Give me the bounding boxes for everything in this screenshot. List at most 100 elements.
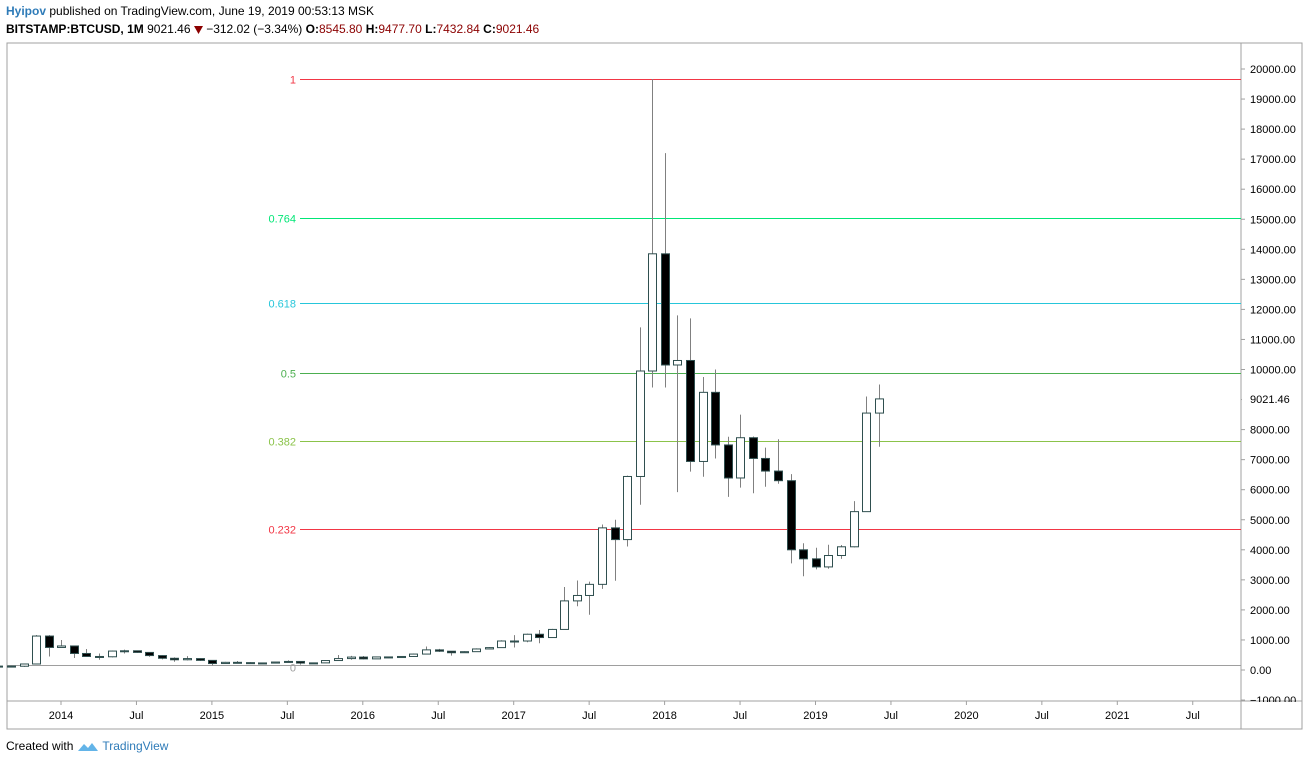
candle-body	[120, 650, 129, 653]
candle-body	[749, 437, 758, 459]
x-tick-label: 2018	[652, 710, 676, 722]
candle-2019-03	[837, 544, 846, 559]
candle-body	[799, 549, 808, 560]
y-tick-label: 8000.00	[1250, 425, 1290, 437]
x-tick-label: Jul	[431, 710, 445, 722]
candle-body	[686, 359, 695, 462]
candle-body	[774, 470, 783, 482]
candle-2016-03	[384, 656, 393, 659]
candle-body	[359, 656, 368, 660]
candle-body	[875, 398, 884, 414]
y-tick-label: 7000.00	[1250, 455, 1290, 467]
price-change: −312.02 (−3.34%)	[206, 22, 303, 36]
candle-2019-01	[812, 547, 821, 570]
candle-2017-11	[636, 327, 645, 505]
candle-2015-06	[271, 661, 280, 664]
x-tick-label: 2021	[1105, 710, 1129, 722]
candle-2014-08	[145, 651, 154, 657]
close-label: C:	[483, 22, 496, 36]
candle-2013-08	[0, 665, 3, 668]
candle-body	[485, 647, 494, 650]
candle-2018-12	[799, 543, 808, 577]
candle-2016-12	[497, 640, 506, 649]
y-tick-label: 16000.00	[1250, 184, 1296, 196]
candle-body	[45, 635, 54, 648]
candle-body	[7, 665, 16, 668]
open-value: 8545.80	[318, 22, 363, 36]
y-tick-label: 17000.00	[1250, 154, 1296, 166]
candle-body	[95, 655, 104, 658]
candle-2019-02	[824, 544, 833, 569]
candle-body	[20, 663, 29, 667]
candle-body	[636, 370, 645, 477]
candle-2017-03	[535, 630, 544, 644]
candle-body	[573, 594, 582, 602]
time-axis[interactable]: 2014 Jul 2015 Jul 2016 Jul 2017 Jul 2018 Jul 2019 J…	[49, 701, 1200, 722]
candle-body	[57, 645, 66, 648]
x-tick-label: Jul	[582, 710, 596, 722]
candle-2015-04	[246, 662, 255, 665]
candle-body	[673, 359, 682, 366]
candle-2017-02	[523, 633, 532, 643]
candle-body	[535, 633, 544, 639]
candle-2015-11	[334, 654, 343, 662]
candle-body	[0, 665, 3, 668]
candle-body	[284, 660, 293, 663]
fib-label-0: 0	[290, 663, 296, 675]
candle-2015-10	[321, 660, 330, 664]
candle-2018-08	[749, 436, 758, 494]
candle-2016-02	[372, 656, 381, 660]
candle-2014-07	[133, 650, 142, 653]
author-name[interactable]: Hyipov	[6, 4, 47, 18]
fib-label-0.618: 0.618	[268, 299, 296, 311]
candle-body	[523, 633, 532, 642]
candle-body	[497, 640, 506, 649]
candle-2017-07	[585, 581, 594, 615]
y-tick-label: 14000.00	[1250, 244, 1296, 256]
y-tick-label: 6000.00	[1250, 485, 1290, 497]
y-tick-label: 18000.00	[1250, 124, 1296, 136]
candle-2017-06	[573, 580, 582, 607]
candle-body	[183, 658, 192, 661]
candle-2015-05	[258, 662, 267, 665]
candle-body	[837, 546, 846, 557]
price-axis[interactable]: −1000.000.001000.002000.003000.004000.00…	[1241, 64, 1301, 728]
candle-2016-10	[472, 648, 481, 653]
candle-body	[661, 253, 670, 366]
candle-body	[724, 444, 733, 479]
last-price: 9021.46	[147, 22, 191, 36]
candle-2014-03	[82, 648, 91, 657]
fib-retracement[interactable]: 1 0.764 0.618 0.5 0.382 0.232 0	[7, 75, 1241, 675]
price-axis-mask	[1242, 702, 1301, 728]
candle-2019-05	[862, 396, 871, 513]
x-tick-label: 2015	[200, 710, 224, 722]
fib-label-0.5: 0.5	[281, 369, 296, 381]
fib-label-0.764: 0.764	[268, 214, 296, 226]
candle-body	[258, 662, 267, 665]
candle-2017-05	[560, 587, 569, 630]
candle-body	[170, 657, 179, 661]
candle-body	[472, 648, 481, 653]
candle-2016-05	[409, 653, 418, 657]
candle-2017-08	[598, 524, 607, 589]
candle-2016-07	[435, 648, 444, 652]
candles	[0, 79, 884, 668]
candle-body	[585, 583, 594, 596]
candle-body	[711, 391, 720, 446]
publish-info: Hyipov published on TradingView.com, Jun…	[6, 4, 374, 18]
candle-body	[309, 662, 318, 665]
candle-2019-06	[875, 384, 884, 447]
candle-2018-02	[673, 315, 682, 493]
x-tick-label: Jul	[280, 710, 294, 722]
candle-body	[824, 555, 833, 568]
candle-body	[82, 652, 91, 657]
chart-frame	[6, 42, 1303, 730]
candle-body	[736, 437, 745, 479]
y-tick-label: 10000.00	[1250, 365, 1296, 377]
y-tick-label: 19000.00	[1250, 94, 1296, 106]
tradingview-brand[interactable]: TradingView	[102, 739, 169, 753]
x-tick-label: 2014	[49, 710, 73, 722]
y-tick-label: 20000.00	[1250, 64, 1296, 76]
candle-body	[334, 658, 343, 662]
